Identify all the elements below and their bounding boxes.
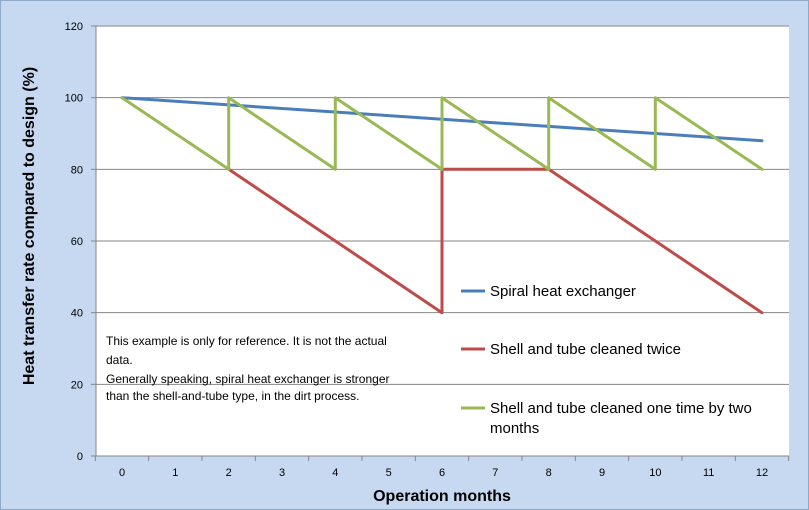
legend-label: Shell and tube cleaned one time by two	[490, 400, 752, 417]
annotation-line-1: This example is only for reference. It i…	[106, 334, 387, 348]
y-tick-label: 60	[71, 236, 83, 248]
y-tick-label: 20	[71, 379, 83, 391]
y-tick-label: 0	[77, 451, 83, 463]
series-line-3	[120, 96, 764, 171]
x-tick-label: 7	[492, 467, 498, 479]
legend-item-3: Shell and tube cleaned one time by two mo…	[461, 400, 752, 437]
x-tick-labels: 0 1 2 3 4 5 6 7 8 9 10 11 12	[119, 467, 768, 479]
y-tick-label: 80	[71, 164, 83, 176]
legend-label: Spiral heat exchanger	[490, 283, 636, 300]
legend-item-2: Shell and tube cleaned twice	[461, 341, 681, 358]
legend: Spiral heat exchanger Shell and tube clea…	[461, 283, 752, 437]
x-tick-label: 4	[332, 467, 338, 479]
y-tick-label: 100	[65, 93, 83, 105]
y-axis-title: Heat transfer rate compared to design (%…	[21, 67, 38, 385]
annotation-line-3: Generally speaking, spiral heat exchange…	[106, 372, 390, 386]
legend-label: Shell and tube cleaned twice	[490, 341, 681, 358]
x-tick-label: 11	[703, 467, 714, 479]
x-axis-title: Operation months	[373, 488, 511, 505]
axes	[91, 25, 790, 461]
x-tick-label: 0	[119, 467, 125, 479]
x-tick-label: 8	[546, 467, 552, 479]
y-tick-label: 120	[65, 21, 83, 33]
legend-item-1: Spiral heat exchanger	[461, 283, 636, 300]
x-tick-label: 5	[386, 467, 392, 479]
annotation-note: This example is only for reference. It i…	[106, 334, 390, 403]
x-tick-label: 2	[226, 467, 232, 479]
annotation-line-4: than the shell-and-tube type, in the dir…	[106, 389, 359, 403]
legend-label: months	[490, 420, 539, 437]
y-tick-label: 40	[71, 308, 83, 320]
x-tick-label: 12	[756, 467, 768, 479]
y-tick-labels: 0 20 40 60 80 100 120	[65, 21, 83, 463]
annotation-line-2: data.	[106, 353, 133, 367]
x-tick-label: 9	[599, 467, 605, 479]
x-tick-label: 3	[279, 467, 285, 479]
x-tick-label: 1	[172, 467, 178, 479]
x-tick-label: 10	[649, 467, 661, 479]
series-lines	[120, 96, 764, 315]
x-tick-label: 6	[439, 467, 445, 479]
